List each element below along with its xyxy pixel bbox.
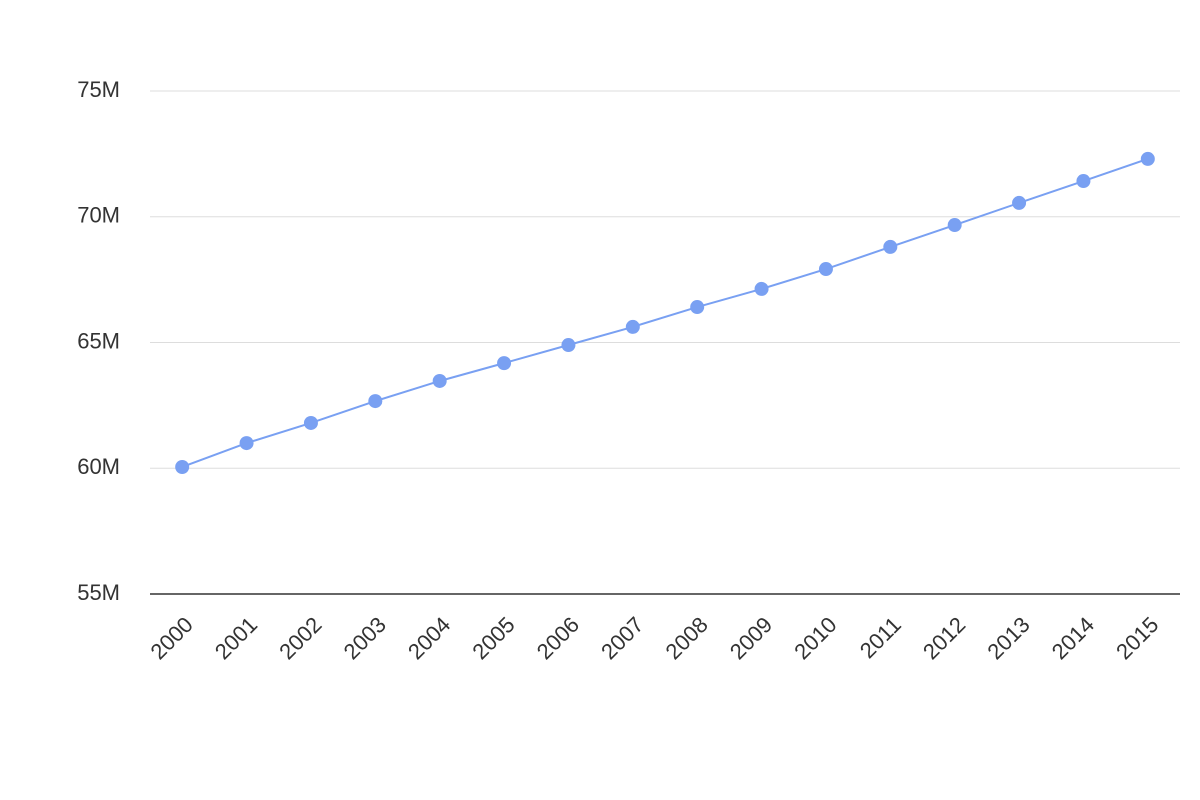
x-tick-label: 2005 bbox=[467, 612, 519, 664]
x-tick-label: 2001 bbox=[210, 612, 262, 664]
point bbox=[497, 356, 512, 371]
point bbox=[754, 281, 769, 296]
point bbox=[561, 338, 576, 353]
x-tick-label: 2011 bbox=[855, 612, 906, 663]
point bbox=[432, 373, 447, 388]
x-tick-label: 2003 bbox=[339, 612, 391, 664]
x-tick-label: 2015 bbox=[1111, 612, 1163, 664]
line bbox=[181, 157, 1149, 468]
x-tick-label: 2004 bbox=[403, 612, 455, 664]
x-tick-label: 2006 bbox=[532, 612, 584, 664]
x-tick-label: 2013 bbox=[982, 612, 1034, 664]
point bbox=[303, 415, 318, 430]
point bbox=[368, 394, 383, 409]
y-tick-label: 65M bbox=[77, 328, 120, 353]
x-tick-label: 2002 bbox=[274, 612, 326, 664]
point bbox=[690, 300, 705, 315]
x-tick-label: 2010 bbox=[789, 612, 841, 664]
y-tick-label: 55M bbox=[77, 580, 120, 605]
y-tick-label: 70M bbox=[77, 203, 120, 228]
point bbox=[175, 459, 190, 474]
point bbox=[818, 262, 833, 277]
x-tick-label: 2012 bbox=[918, 612, 970, 664]
x-tick-label: 2009 bbox=[725, 612, 777, 664]
y-tick-label: 60M bbox=[77, 454, 120, 479]
x-tick-label: 2007 bbox=[596, 612, 648, 664]
y-tick-label: 75M bbox=[77, 77, 120, 102]
point bbox=[883, 239, 898, 254]
point bbox=[1012, 195, 1027, 210]
point bbox=[1076, 174, 1091, 189]
point bbox=[1140, 151, 1155, 166]
x-tick-label: 2008 bbox=[661, 612, 713, 664]
point bbox=[947, 218, 962, 233]
x-tick-label: 2000 bbox=[146, 612, 198, 664]
x-tick-label: 2014 bbox=[1047, 612, 1099, 664]
point bbox=[625, 319, 640, 334]
point bbox=[239, 436, 254, 451]
